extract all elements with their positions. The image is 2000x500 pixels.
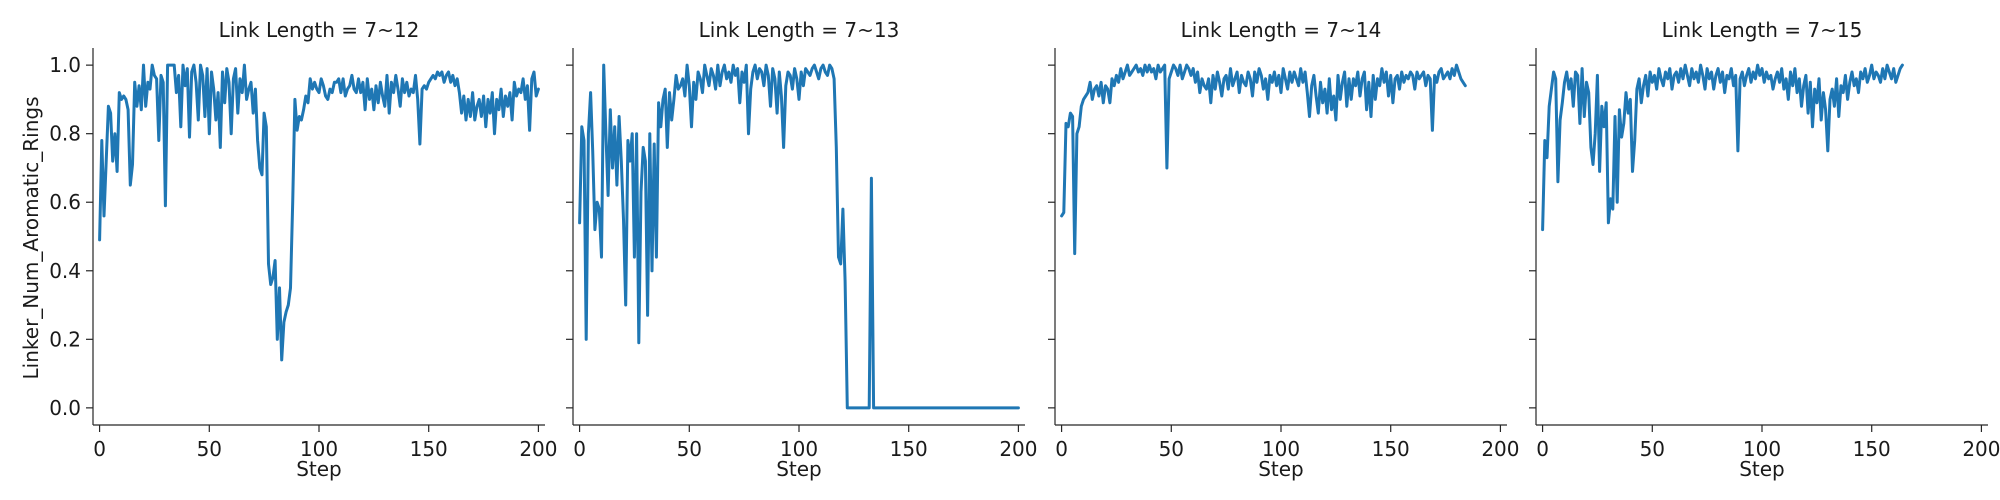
x-tick-label: 0: [1055, 437, 1068, 461]
x-tick-label: 50: [677, 437, 702, 461]
x-tick-label: 50: [1640, 437, 1665, 461]
y-tick-label: 0.0: [49, 396, 81, 420]
x-tick-label: 0: [93, 437, 106, 461]
y-tick-label: 1.0: [49, 53, 81, 77]
subplot-grid: 0 50 100 150 200 0.0 0.2 0.4 0.6 0.8 1.0 Link Lengt…: [49, 18, 2000, 481]
subplot-title: Link Length = 7~13: [699, 18, 900, 42]
x-tick-label: 150: [1853, 437, 1891, 461]
subplot-4: 0 50 100 150 200 Link Length = 7~15 Step: [1529, 18, 2000, 481]
x-axis-label: Step: [1739, 457, 1785, 481]
x-tick-label: 200: [519, 437, 557, 461]
x-axis-label: Step: [1258, 457, 1304, 481]
subplot-3: 0 50 100 150 200 Link Length = 7~14 Step: [1048, 18, 1520, 481]
x-tick-label: 200: [1481, 437, 1519, 461]
x-tick-label: 150: [890, 437, 928, 461]
y-tick-label: 0.8: [49, 122, 81, 146]
series-line: [1541, 63, 1904, 232]
x-axis-label: Step: [776, 457, 822, 481]
x-tick-label: 50: [197, 437, 222, 461]
x-tick-label: 150: [410, 437, 448, 461]
subplot-2: 0 50 100 150 200 Link Length = 7~13 Step: [566, 18, 1038, 481]
x-tick-label: 100: [780, 437, 818, 461]
x-tick-label: 0: [1536, 437, 1549, 461]
y-tick-label: 0.6: [49, 190, 81, 214]
subplot-title: Link Length = 7~14: [1181, 18, 1382, 42]
series-line: [98, 63, 540, 362]
x-tick-label: 150: [1372, 437, 1410, 461]
series-line: [578, 63, 1020, 410]
y-tick-label: 0.4: [49, 259, 81, 283]
y-axis-label: Linker_Num_Aromatic_Rings: [19, 97, 43, 380]
subplot-title: Link Length = 7~15: [1662, 18, 1863, 42]
y-tick-label: 0.2: [49, 327, 81, 351]
x-tick-label: 200: [1962, 437, 2000, 461]
subplot-title: Link Length = 7~12: [219, 18, 420, 42]
x-axis-label: Step: [296, 457, 342, 481]
x-tick-label: 100: [1262, 437, 1300, 461]
x-tick-label: 50: [1159, 437, 1184, 461]
x-tick-label: 200: [999, 437, 1037, 461]
subplot-1: 0 50 100 150 200 0.0 0.2 0.4 0.6 0.8 1.0 Link Lengt…: [49, 18, 557, 481]
series-line: [1060, 63, 1467, 256]
x-tick-label: 100: [1743, 437, 1781, 461]
x-tick-label: 100: [300, 437, 338, 461]
x-tick-label: 0: [573, 437, 586, 461]
